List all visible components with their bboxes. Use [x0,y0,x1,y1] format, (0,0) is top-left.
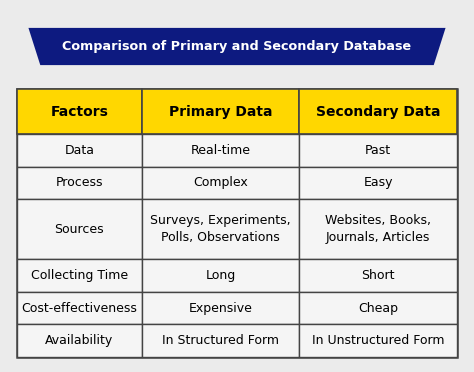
Text: Sources: Sources [55,223,104,236]
Text: Collecting Time: Collecting Time [31,269,128,282]
Text: Cheap: Cheap [358,302,398,315]
Bar [299,292,457,324]
Bar [142,89,299,134]
Polygon shape [28,28,446,65]
Bar [299,259,457,292]
Bar [142,134,299,167]
Text: Short: Short [361,269,395,282]
Bar [17,167,142,199]
Bar [142,292,299,324]
Bar [17,324,142,357]
Text: Process: Process [55,176,103,189]
Text: Surveys, Experiments,
Polls, Observations: Surveys, Experiments, Polls, Observation… [150,214,291,244]
Text: Comparison of Primary and Secondary Database: Comparison of Primary and Secondary Data… [63,40,411,53]
Bar [299,134,457,167]
Bar [142,324,299,357]
Text: Data: Data [64,144,94,157]
Text: Expensive: Expensive [189,302,253,315]
Text: Secondary Data: Secondary Data [316,105,440,119]
Text: Availability: Availability [46,334,114,347]
Bar [17,134,142,167]
Bar [17,89,142,134]
Bar [299,199,457,259]
Bar [17,199,142,259]
Bar [142,259,299,292]
Text: Factors: Factors [50,105,109,119]
Text: Cost-effectiveness: Cost-effectiveness [21,302,137,315]
Bar [299,89,457,134]
Text: Websites, Books,
Journals, Articles: Websites, Books, Journals, Articles [325,214,431,244]
Text: Primary Data: Primary Data [169,105,272,119]
Text: Past: Past [365,144,391,157]
Text: In Structured Form: In Structured Form [162,334,279,347]
Text: In Unstructured Form: In Unstructured Form [312,334,444,347]
Bar [299,167,457,199]
Text: Real-time: Real-time [191,144,250,157]
Text: Long: Long [205,269,236,282]
Bar [17,292,142,324]
Bar [299,324,457,357]
Bar [142,167,299,199]
Text: Complex: Complex [193,176,248,189]
Bar [17,259,142,292]
Text: Easy: Easy [363,176,393,189]
Bar [142,199,299,259]
Bar [17,89,457,357]
